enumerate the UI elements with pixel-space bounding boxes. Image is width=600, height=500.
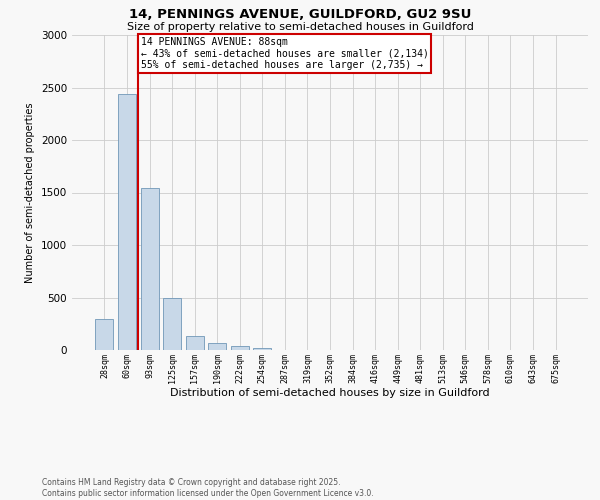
Y-axis label: Number of semi-detached properties: Number of semi-detached properties [25,102,35,283]
Bar [253,348,271,350]
Bar [208,343,226,350]
Text: 14 PENNINGS AVENUE: 88sqm
← 43% of semi-detached houses are smaller (2,134)
55% : 14 PENNINGS AVENUE: 88sqm ← 43% of semi-… [140,37,428,70]
Bar [140,188,158,350]
Bar [231,346,249,350]
Text: Contains HM Land Registry data © Crown copyright and database right 2025.
Contai: Contains HM Land Registry data © Crown c… [42,478,374,498]
Text: Size of property relative to semi-detached houses in Guildford: Size of property relative to semi-detach… [127,22,473,32]
Text: 14, PENNINGS AVENUE, GUILDFORD, GU2 9SU: 14, PENNINGS AVENUE, GUILDFORD, GU2 9SU [129,8,471,20]
Bar [118,94,136,350]
Bar [163,298,181,350]
X-axis label: Distribution of semi-detached houses by size in Guildford: Distribution of semi-detached houses by … [170,388,490,398]
Bar [185,336,204,350]
Bar [95,319,113,350]
